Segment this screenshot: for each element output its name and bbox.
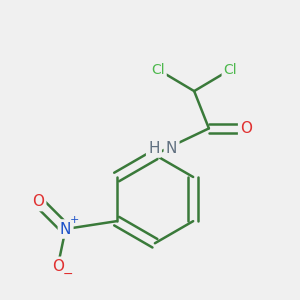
Text: O: O [52, 259, 64, 274]
Text: Cl: Cl [224, 62, 237, 76]
Text: N: N [166, 140, 177, 155]
Text: Cl: Cl [151, 62, 165, 76]
Text: O: O [240, 121, 252, 136]
Text: H: H [148, 140, 160, 155]
Text: N: N [60, 221, 71, 236]
Text: O: O [32, 194, 44, 209]
Text: +: + [70, 215, 79, 225]
Text: −: − [62, 268, 73, 281]
